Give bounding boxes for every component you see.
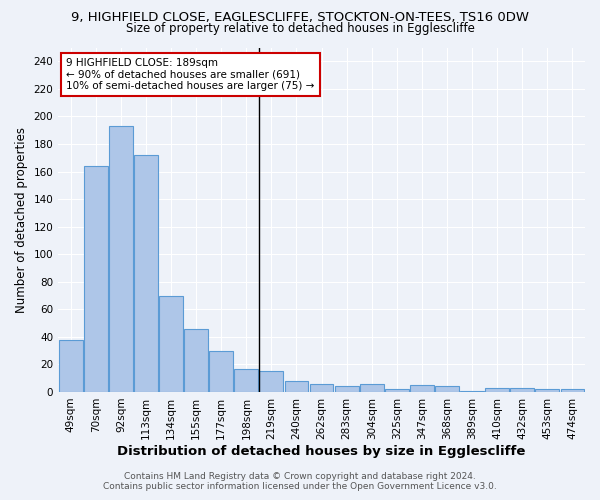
Bar bbox=[560, 389, 584, 392]
Bar bbox=[284, 381, 308, 392]
Bar bbox=[535, 389, 559, 392]
X-axis label: Distribution of detached houses by size in Egglescliffe: Distribution of detached houses by size … bbox=[118, 444, 526, 458]
Text: 9 HIGHFIELD CLOSE: 189sqm
← 90% of detached houses are smaller (691)
10% of semi: 9 HIGHFIELD CLOSE: 189sqm ← 90% of detac… bbox=[66, 58, 314, 91]
Bar bbox=[511, 388, 534, 392]
Bar bbox=[235, 368, 258, 392]
Text: 9, HIGHFIELD CLOSE, EAGLESCLIFFE, STOCKTON-ON-TEES, TS16 0DW: 9, HIGHFIELD CLOSE, EAGLESCLIFFE, STOCKT… bbox=[71, 11, 529, 24]
Y-axis label: Number of detached properties: Number of detached properties bbox=[15, 126, 28, 312]
Bar bbox=[385, 389, 409, 392]
Bar bbox=[159, 296, 183, 392]
Text: Size of property relative to detached houses in Egglescliffe: Size of property relative to detached ho… bbox=[125, 22, 475, 35]
Bar bbox=[310, 384, 334, 392]
Bar bbox=[184, 328, 208, 392]
Bar bbox=[410, 385, 434, 392]
Bar bbox=[84, 166, 108, 392]
Bar bbox=[485, 388, 509, 392]
Bar bbox=[209, 350, 233, 392]
Bar bbox=[134, 155, 158, 392]
Text: Contains HM Land Registry data © Crown copyright and database right 2024.
Contai: Contains HM Land Registry data © Crown c… bbox=[103, 472, 497, 491]
Bar bbox=[435, 386, 459, 392]
Bar bbox=[460, 390, 484, 392]
Bar bbox=[59, 340, 83, 392]
Bar bbox=[360, 384, 383, 392]
Bar bbox=[109, 126, 133, 392]
Bar bbox=[259, 372, 283, 392]
Bar bbox=[335, 386, 359, 392]
